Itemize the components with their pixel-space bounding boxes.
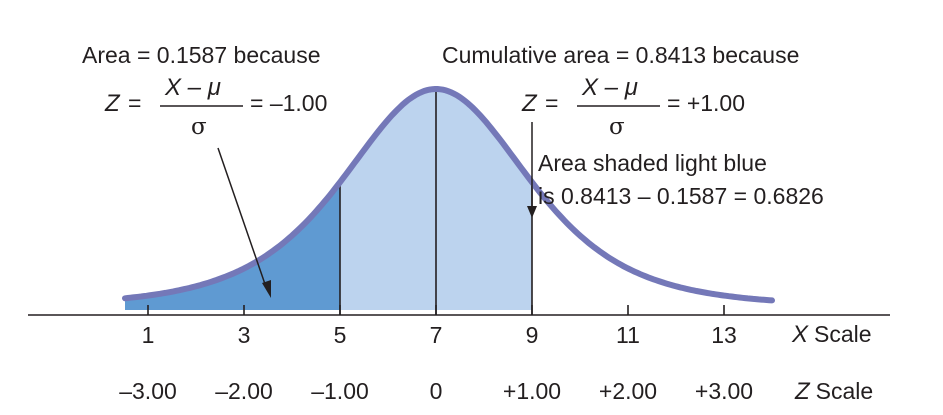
x-tick-label: 1 bbox=[142, 322, 155, 348]
left-z-result: = –1.00 bbox=[250, 90, 327, 116]
right-z-result: = +1.00 bbox=[667, 90, 745, 116]
z-tick-label: –1.00 bbox=[311, 378, 369, 404]
z-scale-symbol: Z bbox=[794, 378, 811, 405]
z-scale-tick-labels: –3.00 –2.00 –1.00 0 +1.00 +2.00 +3.00 bbox=[119, 378, 753, 404]
x-tick-label: 13 bbox=[711, 322, 737, 348]
x-scale-symbol: X bbox=[791, 321, 809, 348]
x-tick-label: 7 bbox=[430, 322, 443, 348]
z-tick-label: +3.00 bbox=[695, 378, 753, 404]
right-formula-numerator: X – μ bbox=[581, 74, 638, 101]
x-tick-label: 3 bbox=[238, 322, 251, 348]
left-z-symbol: Z bbox=[104, 90, 121, 117]
shaded-area-note-line2: is 0.8413 – 0.1587 = 0.6826 bbox=[538, 183, 824, 209]
z-tick-label: +1.00 bbox=[503, 378, 561, 404]
right-formula-denominator: σ bbox=[609, 114, 625, 140]
z-tick-label: +2.00 bbox=[599, 378, 657, 404]
right-z-symbol: Z bbox=[521, 90, 538, 117]
x-scale-label: X Scale bbox=[791, 321, 872, 348]
z-tick-label: –2.00 bbox=[215, 378, 273, 404]
x-axis-ticks bbox=[147, 305, 725, 315]
left-annotation-arrow bbox=[217, 147, 271, 298]
z-scale-word: Scale bbox=[816, 378, 874, 404]
left-formula-numerator: X – μ bbox=[164, 74, 221, 101]
left-equals-sign: = bbox=[128, 90, 141, 116]
z-tick-label: 0 bbox=[430, 378, 443, 404]
right-annotation-arrow bbox=[527, 122, 537, 218]
left-area-heading: Area = 0.1587 because bbox=[82, 42, 321, 68]
left-formula-denominator: σ bbox=[191, 114, 207, 140]
x-scale-tick-labels: 1 3 5 7 9 11 13 bbox=[142, 322, 737, 348]
right-area-heading: Cumulative area = 0.8413 because bbox=[442, 42, 799, 68]
z-scale-label: Z Scale bbox=[794, 378, 873, 405]
shaded-area-note-line1: Area shaded light blue bbox=[538, 150, 767, 176]
x-tick-label: 9 bbox=[526, 322, 539, 348]
normal-curve bbox=[122, 86, 775, 304]
shaded-area-below-z-minus-1 bbox=[125, 182, 340, 310]
z-tick-label: –3.00 bbox=[119, 378, 177, 404]
x-scale-word: Scale bbox=[814, 321, 872, 347]
right-equals-sign: = bbox=[545, 90, 558, 116]
x-tick-label: 5 bbox=[334, 322, 347, 348]
x-tick-label: 11 bbox=[616, 322, 640, 348]
